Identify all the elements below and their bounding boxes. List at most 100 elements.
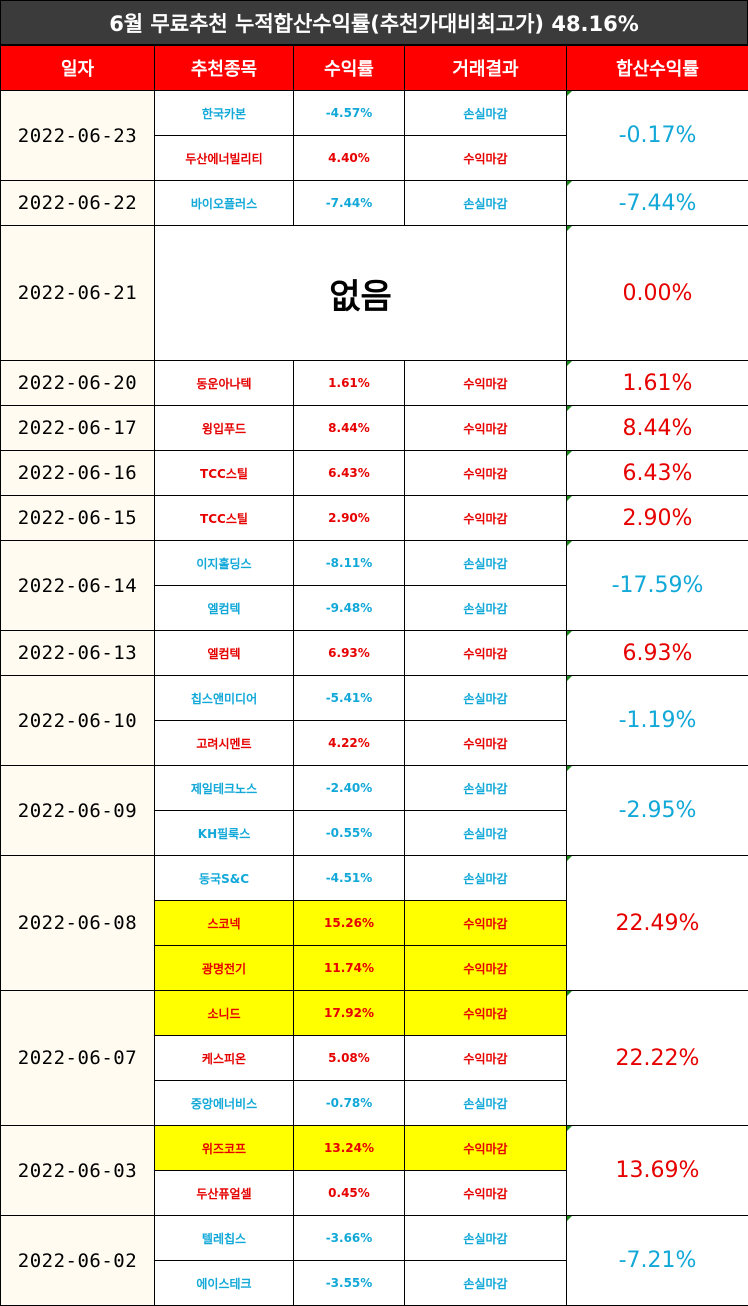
trade-result-cell: 수익마감 (404, 720, 567, 766)
return-rate-cell: -3.55% (293, 1260, 405, 1306)
stock-name-cell: 한국카본 (154, 90, 294, 136)
trade-result-cell: 손실마감 (404, 585, 567, 631)
trade-result-cell: 손실마감 (404, 1215, 567, 1261)
header-stock: 추천종목 (154, 45, 294, 91)
total-return-cell: 6.43% (566, 450, 748, 496)
return-rate-cell: 6.93% (293, 630, 405, 676)
trade-result-cell: 수익마감 (404, 405, 567, 451)
sheet-title: 6월 무료추천 누적합산수익률(추천가대비최고가) 48.16% (0, 0, 748, 45)
stock-name-cell: 엘컴텍 (154, 585, 294, 631)
stock-name-cell: 광명전기 (154, 945, 294, 991)
date-cell: 2022-06-22 (0, 180, 155, 226)
stock-name-cell: 에이스테크 (154, 1260, 294, 1306)
trade-result-cell: 수익마감 (404, 450, 567, 496)
stock-name-cell: 텔레칩스 (154, 1215, 294, 1261)
total-return-cell: -2.95% (566, 765, 748, 856)
table-row: 2022-06-07 소니드 17.92% 수익마감 22.22% (0, 990, 748, 1126)
stock-name-cell: TCC스틸 (154, 450, 294, 496)
table-row: 2022-06-17 윙입푸드 8.44% 수익마감 8.44% (0, 405, 748, 451)
stock-name-cell: 스코넥 (154, 900, 294, 946)
table-row: 에이스테크 -3.55% 손실마감 (1, 1260, 748, 1306)
total-return-cell: -0.17% (566, 90, 748, 181)
trade-result-cell: 손실마감 (404, 765, 567, 811)
stock-name-cell: TCC스틸 (154, 495, 294, 541)
trade-result-cell: 손실마감 (404, 1080, 567, 1126)
stock-name-cell: 칩스앤미디어 (154, 675, 294, 721)
stock-name-cell: 엘컴텍 (154, 630, 294, 676)
table-row: 2022-06-14 이지홀딩스 -8.11% 손실마감 -17.59% (0, 540, 748, 631)
return-rate-cell: 4.22% (293, 720, 405, 766)
table-row: 고려시멘트 4.22% 수익마감 (1, 720, 748, 766)
trade-result-cell: 수익마감 (404, 360, 567, 406)
return-rate-cell: -8.11% (293, 540, 405, 586)
table-row: 2022-06-08 동국S&C -4.51% 손실마감 22.49% (0, 855, 748, 991)
return-rate-cell: -7.44% (293, 180, 405, 226)
table-row: 2022-06-20 동운아나텍 1.61% 수익마감 1.61% (0, 360, 748, 406)
stock-name-cell: 소니드 (154, 990, 294, 1036)
return-rate-cell: -3.66% (293, 1215, 405, 1261)
return-rate-cell: -0.78% (293, 1080, 405, 1126)
total-return-cell: -1.19% (566, 675, 748, 766)
trade-result-cell: 손실마감 (404, 810, 567, 856)
header-row: 일자 추천종목 수익률 거래결과 합산수익률 (0, 45, 748, 91)
trade-result-cell: 수익마감 (404, 990, 567, 1036)
table-row: 2022-06-13 엘컴텍 6.93% 수익마감 6.93% (0, 630, 748, 676)
date-cell: 2022-06-10 (0, 675, 155, 766)
total-return-cell: 2.90% (566, 495, 748, 541)
stock-name-cell: 두산에너빌리티 (154, 135, 294, 181)
header-rate: 수익률 (293, 45, 405, 91)
return-rate-cell: 5.08% (293, 1035, 405, 1081)
table-row: 스코넥 15.26% 수익마감 (1, 900, 748, 946)
total-return-cell: -7.44% (566, 180, 748, 226)
trade-result-cell: 수익마감 (404, 900, 567, 946)
table-row: 중앙에너비스 -0.78% 손실마감 (1, 1080, 748, 1126)
total-return-cell: -17.59% (566, 540, 748, 631)
total-return-cell: 8.44% (566, 405, 748, 451)
table-row: 2022-06-02 텔레칩스 -3.66% 손실마감 -7.21% (0, 1215, 748, 1306)
table-row: 엘컴텍 -9.48% 손실마감 (1, 585, 748, 631)
return-rate-cell: 8.44% (293, 405, 405, 451)
table-row: 2022-06-03 위즈코프 13.24% 수익마감 13.69% (0, 1125, 748, 1216)
return-rate-cell: 13.24% (293, 1125, 405, 1171)
trade-result-cell: 수익마감 (404, 945, 567, 991)
total-return-cell: 13.69% (566, 1125, 748, 1216)
return-rate-cell: -9.48% (293, 585, 405, 631)
table-row: 광명전기 11.74% 수익마감 (1, 945, 748, 991)
return-rate-cell: -5.41% (293, 675, 405, 721)
total-return-cell: 1.61% (566, 360, 748, 406)
date-cell: 2022-06-16 (0, 450, 155, 496)
stock-name-cell: 이지홀딩스 (154, 540, 294, 586)
return-rate-cell: -2.40% (293, 765, 405, 811)
table-row: 케스피온 5.08% 수익마감 (1, 1035, 748, 1081)
stock-name-cell: 윙입푸드 (154, 405, 294, 451)
return-rate-cell: 0.45% (293, 1170, 405, 1216)
date-cell: 2022-06-08 (0, 855, 155, 991)
stock-name-cell: 동국S&C (154, 855, 294, 901)
return-rate-cell: -4.57% (293, 90, 405, 136)
return-rate-cell: 1.61% (293, 360, 405, 406)
total-return-cell: 6.93% (566, 630, 748, 676)
table-body: 2022-06-23 한국카본 -4.57% 손실마감 -0.17% 두산에너빌리티 4.4… (0, 90, 748, 1306)
table-row: 두산에너빌리티 4.40% 수익마감 (1, 135, 748, 181)
date-cell: 2022-06-07 (0, 990, 155, 1126)
table-row: 2022-06-16 TCC스틸 6.43% 수익마감 6.43% (0, 450, 748, 496)
return-rate-cell: -4.51% (293, 855, 405, 901)
table-row: 2022-06-22 바이오플러스 -7.44% 손실마감 -7.44% (0, 180, 748, 226)
total-return-cell: 22.49% (566, 855, 748, 991)
results-table: 일자 추천종목 수익률 거래결과 합산수익률 2022-06-23 한국카본 -4.… (0, 45, 748, 1306)
return-rate-cell: 15.26% (293, 900, 405, 946)
no-recommendation-cell: 없음 (154, 225, 567, 361)
table-row: 두산퓨얼셀 0.45% 수익마감 (1, 1170, 748, 1216)
header-total: 합산수익률 (566, 45, 748, 91)
table-row: 2022-06-10 칩스앤미디어 -5.41% 손실마감 -1.19% (0, 675, 748, 766)
trade-result-cell: 손실마감 (404, 855, 567, 901)
total-return-cell: -7.21% (566, 1215, 748, 1306)
trade-result-cell: 손실마감 (404, 675, 567, 721)
return-rate-cell: 17.92% (293, 990, 405, 1036)
stock-name-cell: 케스피온 (154, 1035, 294, 1081)
stock-name-cell: KH필룩스 (154, 810, 294, 856)
return-rate-cell: 6.43% (293, 450, 405, 496)
trade-result-cell: 수익마감 (404, 1170, 567, 1216)
stock-name-cell: 고려시멘트 (154, 720, 294, 766)
